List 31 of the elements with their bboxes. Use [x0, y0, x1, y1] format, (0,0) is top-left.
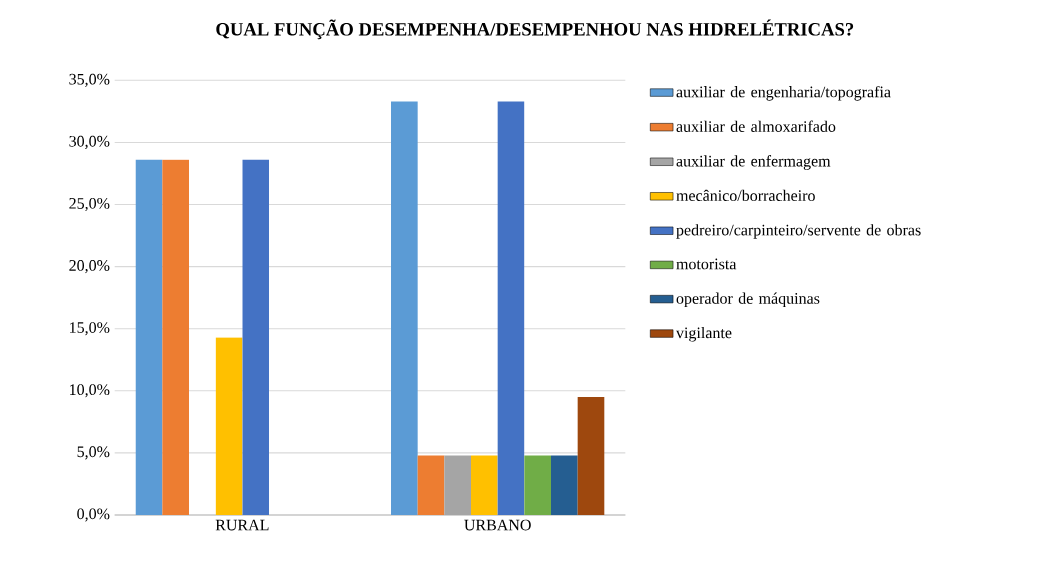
legend-label: vigilante [675, 327, 732, 342]
legend-label: auxiliar de engenharia/topografia [676, 85, 891, 101]
bar [471, 455, 498, 515]
bar [242, 159, 270, 515]
bar [162, 159, 190, 515]
legend-label: mecânico/borracheiro [676, 189, 815, 201]
bar [524, 455, 551, 515]
bar [391, 101, 418, 515]
bar [135, 159, 163, 515]
bar [577, 397, 605, 515]
chart-title: QUAL FUNÇÃO DESEMPENHA/DESEMPENHOU NAS HIDRELÉTRICAS? [216, 19, 854, 40]
bar [215, 337, 243, 515]
y-tick-label: 5,0% [77, 446, 110, 460]
x-tick-label: RURAL [215, 519, 269, 531]
bar [444, 455, 471, 515]
y-tick-label: 35,0% [69, 73, 110, 87]
legend-label: motorista [676, 258, 737, 270]
legend-label: operador de máquinas [676, 292, 820, 308]
y-tick-label: 20,0% [69, 260, 110, 274]
legend-label: pedreiro/carpinteiro/servente de obras [676, 224, 921, 239]
y-tick-label: 15,0% [70, 322, 110, 336]
bar [497, 101, 525, 515]
y-tick-label: 10,0% [70, 384, 110, 398]
bar [417, 455, 445, 515]
bar [551, 455, 578, 515]
x-tick-label: URBANO [464, 519, 531, 531]
legend-label: auxiliar de almoxarifado [676, 120, 836, 132]
y-tick-label: 25,0% [69, 197, 110, 212]
y-tick-label: 30,0% [69, 135, 110, 149]
y-tick-label: 0,0% [77, 508, 110, 522]
legend-label: auxiliar de enfermagem [676, 155, 831, 170]
